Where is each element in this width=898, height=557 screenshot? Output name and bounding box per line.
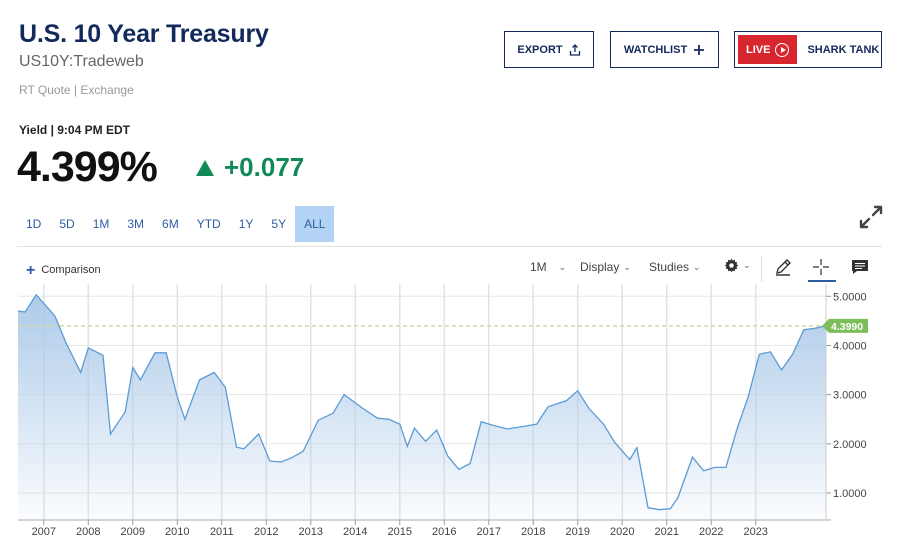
chevron-down-icon: ⌄ bbox=[743, 260, 751, 270]
toolbar-separator bbox=[761, 256, 762, 282]
share-icon bbox=[569, 43, 580, 56]
pencil-icon[interactable] bbox=[773, 257, 793, 277]
yield-value: 4.399% bbox=[17, 143, 158, 191]
expand-icon[interactable] bbox=[858, 204, 884, 230]
studies-dropdown[interactable]: Studies ⌄ bbox=[649, 260, 701, 274]
range-1d[interactable]: 1D bbox=[26, 217, 42, 231]
symbol-label: US10Y:Tradeweb bbox=[19, 53, 144, 70]
comparison-label: Comparison bbox=[41, 264, 101, 276]
y-tick-label: 2.0000 bbox=[833, 439, 867, 451]
plus-icon: + bbox=[26, 261, 36, 279]
x-tick-label: 2010 bbox=[165, 526, 189, 538]
series-area bbox=[18, 294, 826, 520]
live-label: LIVE bbox=[746, 43, 771, 56]
range-1y[interactable]: 1Y bbox=[238, 217, 254, 231]
range-5d[interactable]: 5D bbox=[59, 217, 75, 231]
display-dropdown[interactable]: Display ⌄ bbox=[580, 260, 631, 274]
x-tick-label: 2016 bbox=[432, 526, 456, 538]
x-tick-label: 2020 bbox=[610, 526, 634, 538]
settings-dropdown[interactable]: ⌄ bbox=[724, 258, 751, 273]
interval-dropdown[interactable]: 1M ⌄ bbox=[530, 260, 566, 274]
export-button[interactable]: EXPORT bbox=[504, 31, 594, 68]
play-icon bbox=[775, 42, 790, 57]
x-tick-label: 2017 bbox=[476, 526, 500, 538]
last-value-label: 4.3990 bbox=[831, 321, 863, 333]
comment-icon[interactable] bbox=[850, 257, 870, 277]
chevron-down-icon: ⌄ bbox=[623, 261, 631, 272]
range-1m[interactable]: 1M bbox=[92, 217, 110, 231]
live-badge: LIVE bbox=[738, 35, 798, 64]
last-value-badge: 4.3990 bbox=[822, 318, 868, 333]
studies-label: Studies bbox=[649, 260, 690, 274]
y-tick-label: 4.0000 bbox=[833, 340, 867, 352]
range-ytd[interactable]: YTD bbox=[196, 217, 221, 231]
change-value: +0.077 bbox=[224, 152, 305, 182]
series-line[interactable] bbox=[17, 293, 827, 511]
gear-icon bbox=[724, 258, 739, 273]
comparison-button[interactable]: + Comparison bbox=[26, 261, 101, 279]
y-tick-label: 3.0000 bbox=[833, 390, 867, 402]
range-selector: 1D 5D 1M 3M 6M YTD 1Y 5Y ALL bbox=[17, 206, 335, 242]
page-title: U.S. 10 Year Treasury bbox=[19, 20, 269, 48]
x-tick-label: 2014 bbox=[343, 526, 367, 538]
x-tick-label: 2007 bbox=[32, 526, 56, 538]
source-label: RT Quote | Exchange bbox=[19, 83, 134, 97]
export-label: EXPORT bbox=[517, 43, 563, 56]
x-tick-label: 2021 bbox=[654, 526, 678, 538]
x-tick-label: 2011 bbox=[210, 526, 234, 538]
toolbar-divider bbox=[17, 246, 882, 247]
chevron-down-icon: ⌄ bbox=[558, 261, 567, 272]
watchlist-button[interactable]: WATCHLIST bbox=[610, 31, 719, 68]
interval-label: 1M bbox=[530, 260, 547, 274]
live-show-label: SHARK TANK bbox=[807, 43, 880, 56]
change-indicator: +0.077 bbox=[196, 152, 304, 183]
x-tick-label: 2023 bbox=[743, 526, 767, 538]
range-all[interactable]: ALL bbox=[295, 206, 335, 242]
x-tick-label: 2015 bbox=[388, 526, 412, 538]
active-tool-indicator bbox=[808, 280, 836, 282]
x-tick-label: 2013 bbox=[299, 526, 323, 538]
range-5y[interactable]: 5Y bbox=[271, 217, 287, 231]
range-3m[interactable]: 3M bbox=[127, 217, 145, 231]
x-tick-label: 2012 bbox=[254, 526, 278, 538]
up-arrow-icon bbox=[196, 159, 214, 176]
yield-timestamp: Yield | 9:04 PM EDT bbox=[19, 123, 130, 137]
live-tv-button[interactable]: LIVE SHARK TANK bbox=[734, 31, 882, 68]
watchlist-label: WATCHLIST bbox=[623, 43, 688, 56]
plus-icon bbox=[694, 44, 705, 55]
chevron-down-icon: ⌄ bbox=[693, 261, 701, 272]
yield-chart[interactable]: 1.0000 2.0000 3.0000 4.0000 5.0000 2007 2008 20… bbox=[0, 284, 898, 557]
range-6m[interactable]: 6M bbox=[162, 217, 179, 231]
display-label: Display bbox=[580, 260, 620, 274]
x-tick-label: 2008 bbox=[76, 526, 100, 538]
x-tick-label: 2009 bbox=[121, 526, 145, 538]
x-tick-label: 2019 bbox=[565, 526, 589, 538]
x-tick-label: 2018 bbox=[521, 526, 545, 538]
x-tick-label: 2022 bbox=[699, 526, 723, 538]
last-value-badge-shape bbox=[822, 318, 868, 333]
y-tick-label: 5.0000 bbox=[833, 291, 867, 303]
crosshair-icon[interactable] bbox=[811, 257, 831, 277]
y-tick-label: 1.0000 bbox=[833, 488, 867, 500]
